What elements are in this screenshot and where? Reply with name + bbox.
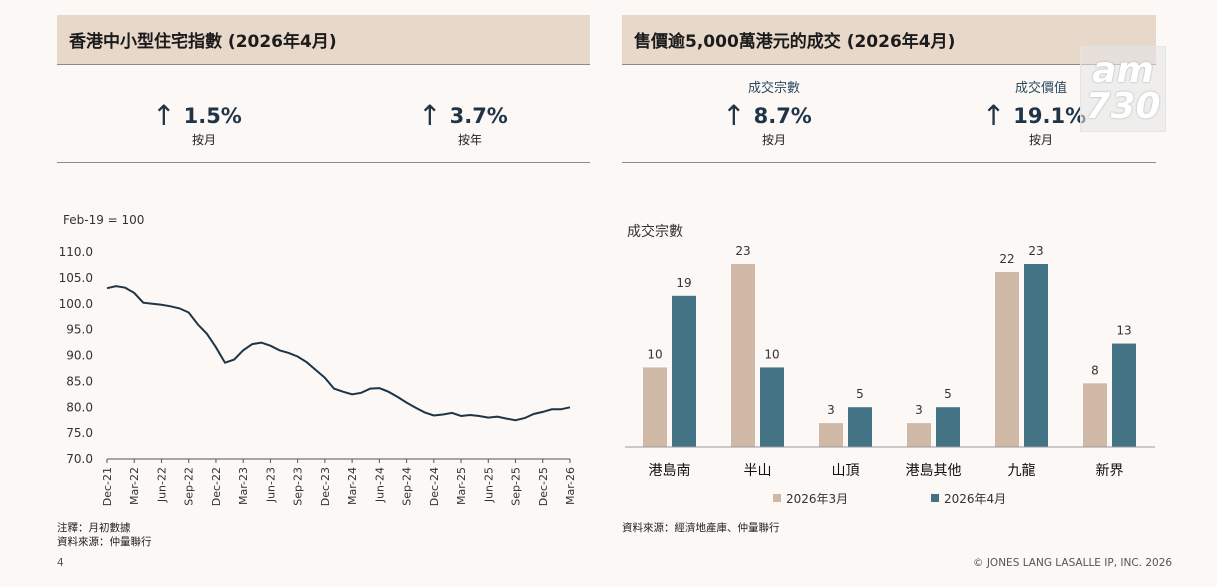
value-kpi: 成交價值 ↑ 19.1% 按月 <box>959 77 1109 148</box>
x-tick-label: Mar-22 <box>128 467 141 505</box>
category-label: 九龍 <box>1008 462 1036 479</box>
x-tick-label: Sep-23 <box>292 467 305 506</box>
right-title-text: 售價逾5,000萬港元的成交 (2026年4月) <box>634 32 956 52</box>
kpi-value: 19.1% <box>1013 104 1087 128</box>
bar-april <box>1112 343 1136 447</box>
y-tick-label: 105.0 <box>59 271 93 285</box>
index-series-line <box>106 285 571 422</box>
bar-april <box>936 407 960 447</box>
kpi-value: 1.5% <box>183 104 242 128</box>
category-label: 半山 <box>744 463 772 479</box>
y-tick-label: 95.0 <box>66 323 93 337</box>
bar-value-label: 8 <box>1091 363 1099 377</box>
x-tick-label: Sep-24 <box>401 467 414 506</box>
x-tick-label: Jun-25 <box>482 467 495 503</box>
x-tick-label: Sep-25 <box>510 467 523 506</box>
yoy-kpi: ↑ 3.7% 按年 <box>403 102 523 148</box>
copyright: © JONES LANG LASALLE IP, INC. 2026 <box>973 557 1173 569</box>
category-label: 港島其他 <box>906 463 962 479</box>
bar-march <box>995 271 1019 447</box>
right-source-note: 資料來源：經濟地產庫、仲量聯行 <box>622 522 780 534</box>
left-title-text: 香港中小型住宅指數 (2026年4月) <box>69 32 337 52</box>
legend-swatch <box>773 494 781 502</box>
y-tick-label: 80.0 <box>66 400 93 414</box>
y-tick-label: 90.0 <box>66 349 93 363</box>
index-base-note: Feb-19 = 100 <box>63 213 144 227</box>
bar-march <box>1083 383 1107 447</box>
bar-april <box>1024 264 1048 447</box>
kpi-label: 按年 <box>457 133 482 147</box>
bar-ylabel: 成交宗數 <box>627 223 683 240</box>
bar-april <box>848 407 872 447</box>
x-tick-label: Jun-22 <box>155 467 168 503</box>
x-tick-label: Dec-25 <box>537 467 550 506</box>
am730-logo: am 730 <box>1080 46 1166 132</box>
bar-value-label: 13 <box>1116 324 1131 338</box>
x-tick-label: Dec-22 <box>210 467 223 506</box>
page-number: 4 <box>57 557 64 569</box>
x-tick-label: Dec-21 <box>101 467 114 506</box>
left-notes: 注釋：月初數據 資料來源：仲量聯行 <box>57 521 152 549</box>
x-tick-label: Jun-24 <box>373 467 386 503</box>
bar-march <box>643 367 667 447</box>
left-panel-title: 香港中小型住宅指數 (2026年4月) <box>57 15 590 65</box>
y-tick-label: 70.0 <box>66 452 93 466</box>
category-label: 新界 <box>1096 463 1124 479</box>
index-line-chart: Feb-19 = 100 110.0 105.0 100.0 95.0 90.0 85.0… <box>59 213 577 506</box>
kpi-value: 8.7% <box>753 104 812 128</box>
bar-value-label: 3 <box>827 403 835 417</box>
x-tick-label: Mar-24 <box>346 467 359 505</box>
bar-value-label: 19 <box>676 276 691 290</box>
y-tick-label: 85.0 <box>66 374 93 388</box>
kpi-label: 按月 <box>761 133 786 147</box>
kpi-value: 3.7% <box>449 104 508 128</box>
legend-swatch <box>931 494 939 502</box>
category-label: 港島南 <box>649 463 691 479</box>
bar-march <box>907 423 931 447</box>
x-tick-label: Mar-26 <box>564 467 577 505</box>
bar-march <box>731 264 755 447</box>
y-tick-label: 75.0 <box>66 426 93 440</box>
bar-value-label: 10 <box>647 347 662 361</box>
bar-value-label: 5 <box>944 387 952 401</box>
left-kpi-row: ↑ 1.5% 按月 ↑ 3.7% 按年 <box>57 70 590 163</box>
bar-value-label: 23 <box>735 244 750 258</box>
kpi-caption: 成交價值 <box>1014 81 1067 96</box>
up-arrow-icon: ↑ <box>152 99 176 132</box>
x-tick-label: Mar-25 <box>455 467 468 505</box>
bar-value-label: 23 <box>1028 244 1043 258</box>
y-tick-label: 110.0 <box>59 245 93 259</box>
x-tick-label: Dec-24 <box>428 467 441 506</box>
x-tick-label: Dec-23 <box>319 467 332 506</box>
bar-value-label: 10 <box>764 347 779 361</box>
source-note: 資料來源：仲量聯行 <box>57 536 152 548</box>
right-panel-title: 售價逾5,000萬港元的成交 (2026年4月) <box>622 15 1156 65</box>
data-note: 注釋：月初數據 <box>57 522 131 534</box>
bar-value-label: 5 <box>856 387 864 401</box>
y-tick-label: 100.0 <box>59 297 93 311</box>
x-tick-label: Jun-23 <box>264 467 277 503</box>
transactions-bar-chart: 成交宗數 10 19 23 10 3 5 3 5 22 23 8 13 港島南 半山 山頂 港島其他 九龍 新界… <box>625 223 1155 506</box>
kpi-caption: 成交宗數 <box>747 81 800 96</box>
up-arrow-icon: ↑ <box>981 99 1006 132</box>
x-tick-label: Mar-23 <box>237 467 250 505</box>
kpi-label: 按月 <box>1028 133 1053 147</box>
bar-march <box>819 423 843 447</box>
mom-kpi: ↑ 1.5% 按月 <box>137 102 257 148</box>
category-label: 山頂 <box>832 463 860 479</box>
up-arrow-icon: ↑ <box>418 99 442 132</box>
right-kpi-row: 成交宗數 ↑ 8.7% 按月 成交價值 ↑ 19.1% 按月 <box>622 70 1156 163</box>
bar-april <box>672 295 696 447</box>
legend-label: 2026年4月 <box>944 492 1006 506</box>
bar-value-label: 3 <box>915 403 923 417</box>
count-kpi: 成交宗數 ↑ 8.7% 按月 <box>692 77 842 148</box>
x-tick-label: Sep-22 <box>183 467 196 506</box>
kpi-label: 按月 <box>191 133 216 147</box>
up-arrow-icon: ↑ <box>722 99 746 132</box>
legend-label: 2026年3月 <box>786 492 848 506</box>
bar-april <box>760 367 784 447</box>
bar-value-label: 22 <box>999 252 1014 266</box>
